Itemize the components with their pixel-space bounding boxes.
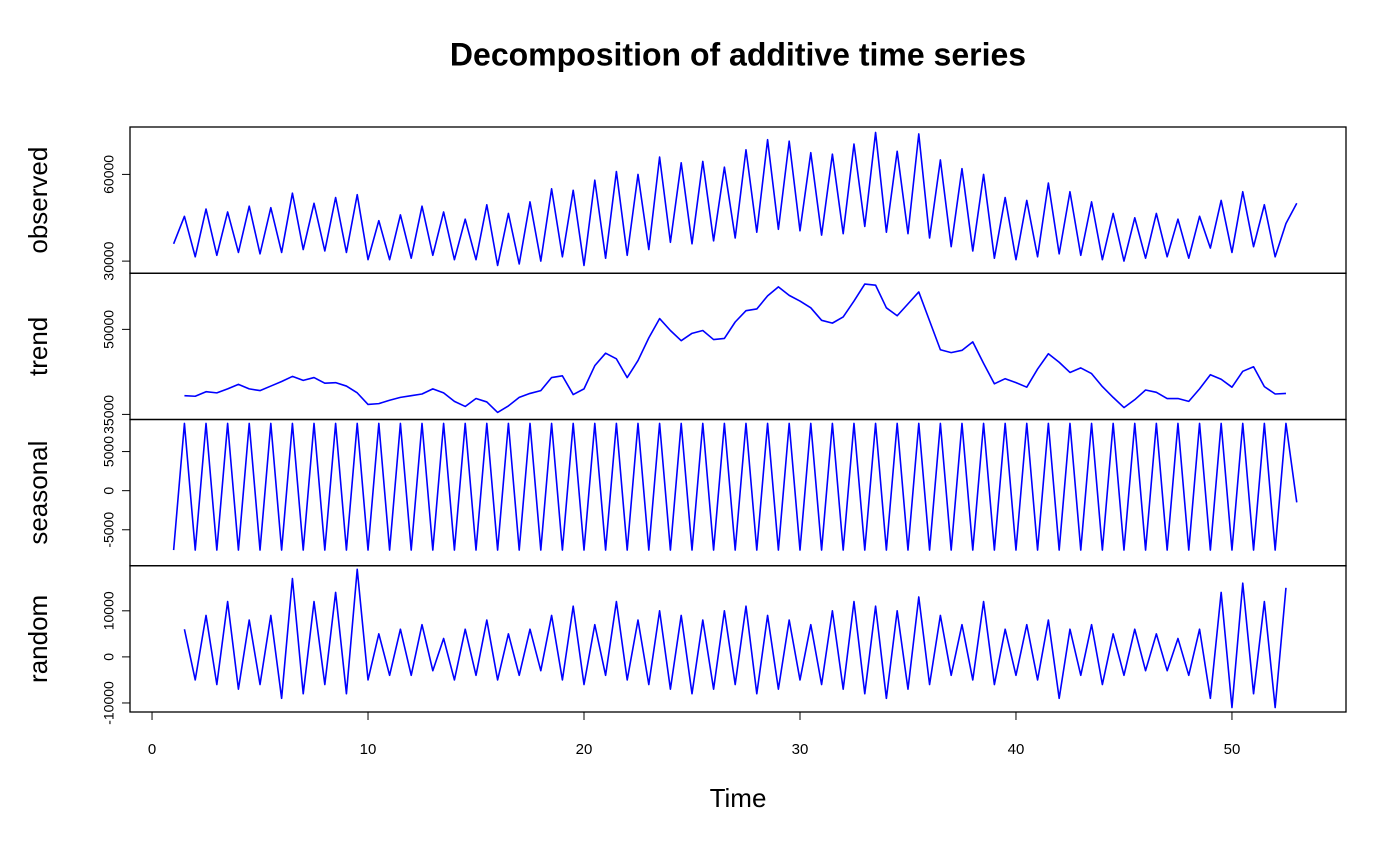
y-tick-label: -10000 bbox=[101, 681, 117, 725]
y-tick-label: 5000 bbox=[101, 436, 117, 467]
y-tick-label: 0 bbox=[101, 487, 117, 495]
panel-label: trend bbox=[23, 317, 53, 376]
panel-label: random bbox=[23, 595, 53, 683]
x-tick-label: 0 bbox=[148, 741, 156, 758]
series-line bbox=[183, 568, 1287, 709]
x-tick-label: 40 bbox=[1008, 741, 1025, 758]
panel-label: observed bbox=[23, 147, 53, 254]
panel-frame bbox=[129, 126, 1347, 274]
x-tick-label: 20 bbox=[576, 741, 593, 758]
x-tick-label: 50 bbox=[1224, 741, 1241, 758]
x-tick-label: 10 bbox=[360, 741, 377, 758]
y-tick-label: 50000 bbox=[101, 310, 117, 349]
y-tick-label: 60000 bbox=[101, 155, 117, 194]
series-line bbox=[184, 283, 1287, 414]
panel-frame bbox=[129, 565, 1347, 713]
panel-label: seasonal bbox=[23, 441, 53, 545]
x-tick-label: 30 bbox=[792, 741, 809, 758]
series-line bbox=[172, 131, 1298, 267]
panel-frame bbox=[129, 272, 1347, 421]
series-line bbox=[172, 422, 1298, 551]
y-tick-label: 0 bbox=[101, 653, 117, 661]
x-axis-label: Time bbox=[710, 783, 767, 813]
y-tick-label: 30000 bbox=[101, 241, 117, 280]
y-tick-label: -5000 bbox=[101, 512, 117, 548]
y-tick-label: 35000 bbox=[101, 395, 117, 434]
chart-title: Decomposition of additive time series bbox=[450, 36, 1026, 72]
y-tick-label: 10000 bbox=[101, 591, 117, 630]
